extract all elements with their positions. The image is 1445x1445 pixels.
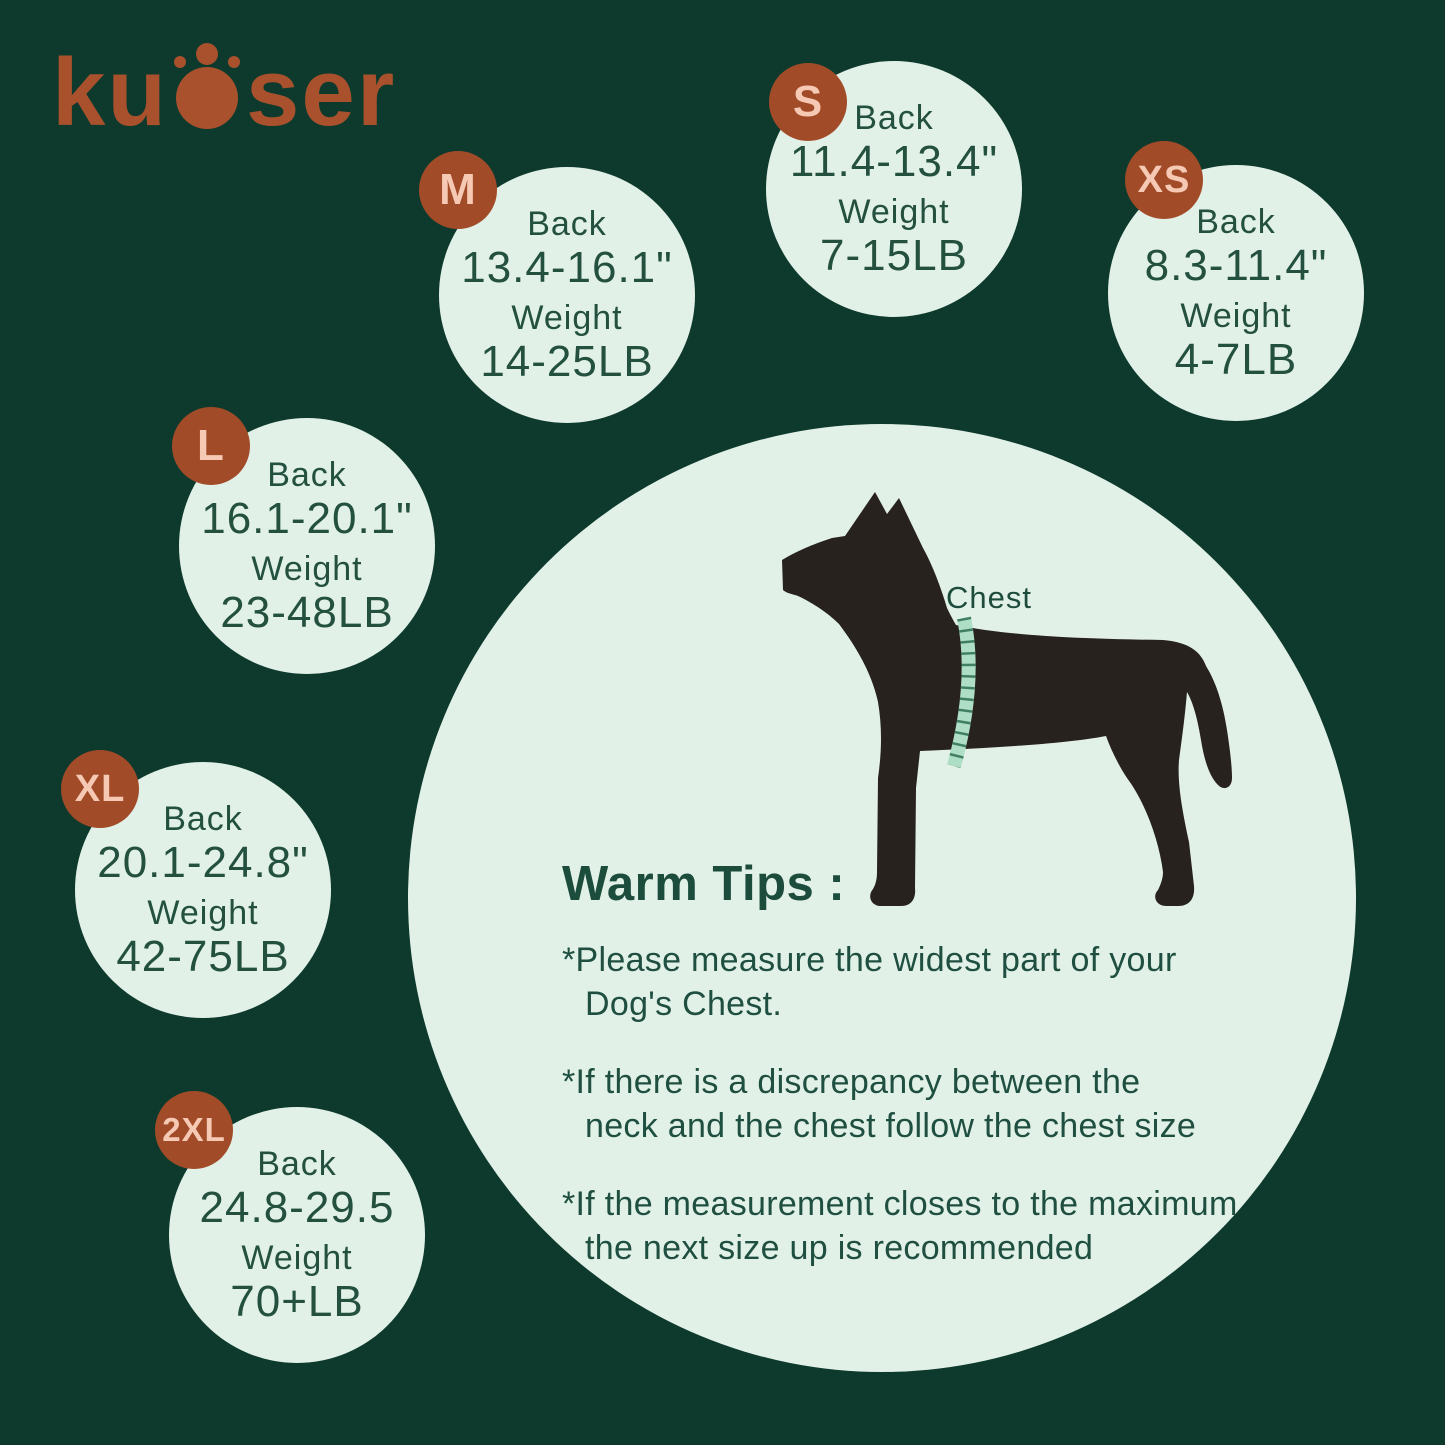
logo-text-suffix: ser (246, 39, 397, 146)
back-value: 16.1-20.1" (201, 494, 413, 543)
back-label: Back (163, 800, 243, 838)
tip-item: *If the measurement closes to the maximu… (562, 1182, 1238, 1270)
back-label: Back (1196, 203, 1276, 241)
back-label: Back (527, 205, 607, 243)
size-badge-xs: XS (1125, 141, 1203, 219)
weight-label: Weight (147, 894, 259, 932)
weight-label: Weight (1180, 297, 1292, 335)
back-value: 20.1-24.8" (97, 838, 309, 887)
chest-label: Chest (946, 580, 1032, 615)
weight-value: 70+LB (230, 1277, 364, 1326)
size-badge-label: 2XL (162, 1111, 226, 1148)
tip-line-1: *Please measure the widest part of your (562, 941, 1177, 979)
size-circle-xl: XL Back 20.1-24.8" Weight 42-75LB (61, 750, 331, 1018)
size-badge-label: XS (1137, 158, 1191, 201)
weight-label: Weight (511, 299, 623, 337)
size-badge-label: M (439, 165, 477, 214)
back-label: Back (854, 99, 934, 137)
brand-logo: ku ser (52, 38, 396, 148)
size-circle-l: L Back 16.1-20.1" Weight 23-48LB (172, 407, 435, 674)
back-value: 11.4-13.4" (789, 137, 999, 186)
size-badge-l: L (172, 407, 250, 485)
weight-value: 42-75LB (116, 932, 290, 981)
weight-label: Weight (251, 550, 363, 588)
back-label: Back (267, 456, 347, 494)
tip-item: *Please measure the widest part of your … (562, 938, 1238, 1026)
weight-label: Weight (241, 1239, 353, 1277)
back-value: 13.4-16.1" (461, 243, 673, 292)
size-badge-label: L (197, 421, 225, 470)
size-badge-label: S (792, 77, 824, 126)
size-badge-2xl: 2XL (155, 1091, 233, 1169)
dog-body (782, 492, 1232, 906)
logo-text-prefix: ku (52, 39, 169, 146)
weight-value: 7-15LB (820, 231, 968, 280)
warm-tips: Warm Tips : *Please measure the widest p… (562, 856, 1238, 1304)
measuring-tape-band (947, 616, 976, 768)
size-badge-xl: XL (61, 750, 139, 828)
weight-value: 14-25LB (480, 337, 654, 386)
tip-line-2: neck and the chest follow the chest size (585, 1107, 1197, 1145)
size-badge-s: S (769, 63, 847, 141)
size-badge-label: XL (74, 767, 126, 810)
dog-silhouette (782, 492, 1232, 906)
tip-line-2: Dog's Chest. (585, 985, 783, 1023)
size-circle-2xl: 2XL Back 24.8-29.5 Weight 70+LB (155, 1091, 425, 1363)
size-circle-m: M Back 13.4-16.1" Weight 14-25LB (419, 151, 695, 423)
tip-line-1: *If the measurement closes to the maximu… (562, 1185, 1238, 1223)
size-badge-m: M (419, 151, 497, 229)
paw-icon (176, 43, 239, 129)
back-value: 8.3-11.4" (1144, 241, 1328, 290)
tip-line-1: *If there is a discrepancy between the (562, 1063, 1141, 1101)
back-value: 24.8-29.5 (199, 1183, 395, 1232)
back-label: Back (257, 1145, 337, 1183)
weight-value: 23-48LB (220, 588, 394, 637)
weight-value: 4-7LB (1174, 335, 1298, 384)
size-circle-s: S Back 11.4-13.4" Weight 7-15LB (766, 61, 1022, 317)
tip-line-2: the next size up is recommended (585, 1229, 1094, 1267)
warm-tips-title: Warm Tips : (562, 857, 846, 911)
tip-item: *If there is a discrepancy between the n… (562, 1060, 1238, 1148)
size-circle-xs: XS Back 8.3-11.4" Weight 4-7LB (1108, 141, 1364, 421)
weight-label: Weight (838, 193, 950, 231)
